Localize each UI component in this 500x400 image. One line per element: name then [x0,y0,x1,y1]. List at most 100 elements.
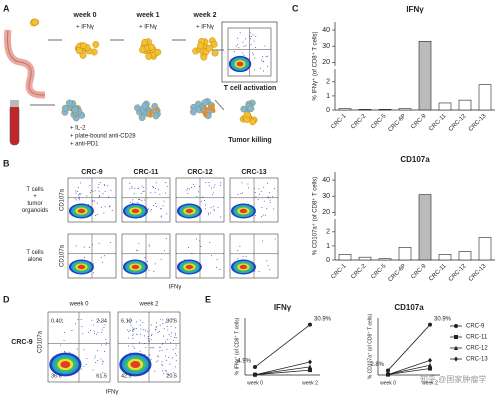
density [239,208,248,214]
legend-label: CRC-9 [466,324,485,330]
event [198,185,200,187]
event [241,182,243,184]
event [153,270,155,272]
value-label: 4.9% [237,359,251,365]
bar [438,254,452,261]
event [132,327,134,329]
event [238,47,240,49]
event [159,208,161,210]
event [264,214,266,216]
y-tick-label: 30 [322,43,330,50]
x-tick-label: CRC-12 [448,113,468,133]
event [249,32,251,34]
event [173,318,175,320]
event [132,333,134,335]
organoid-fragment [207,106,212,111]
event [155,182,157,184]
density [130,361,141,368]
event [263,61,265,63]
event [147,337,149,339]
event [156,355,158,357]
legend-label: CRC-13 [466,357,488,363]
event [170,335,172,337]
event [175,344,177,346]
event [74,323,76,325]
event [212,194,214,196]
event [93,200,95,202]
event [163,200,165,202]
event [250,44,252,46]
event [88,246,90,248]
event [156,361,158,363]
event [142,321,144,323]
event [103,361,105,363]
event [157,356,159,358]
event [151,333,153,335]
event [138,243,140,245]
event [155,326,157,328]
event [266,207,268,209]
marker [253,372,257,378]
event [90,189,92,191]
event [91,319,93,321]
event [139,341,141,343]
x-tick-label: CRC-9 [410,113,428,131]
event [261,206,263,208]
row-label: alone [28,257,43,263]
marker [428,366,432,371]
x-tick-label: week 2 [422,380,438,386]
cell [71,106,79,114]
cell [139,46,146,54]
decor [29,18,279,383]
event [106,185,108,187]
line [387,364,431,375]
event [153,204,155,206]
event [154,263,156,265]
x-tick-label: CRC-9 [410,263,428,281]
x-tick-label: CRC-5 [370,113,388,131]
event [262,60,264,62]
event [93,272,95,274]
event [78,199,80,201]
event [212,191,214,193]
event [155,328,157,330]
event [60,344,62,346]
event [264,45,266,47]
event [237,194,239,196]
event [162,319,164,321]
event [129,329,131,331]
event [235,45,237,47]
event [254,47,256,49]
event [240,193,242,195]
cell [134,104,141,112]
event [100,206,102,208]
event [263,186,265,188]
event [254,57,256,59]
event [81,325,83,327]
marker [428,357,432,363]
event [159,346,161,348]
density [131,208,140,214]
event [98,242,100,244]
event [213,206,215,208]
event [133,347,135,349]
event [219,268,221,270]
event [108,205,110,207]
cell [200,53,208,61]
event [93,333,95,335]
marker [428,362,432,368]
quadrant-value: 36.6 [51,373,62,379]
event [98,184,100,186]
event [150,347,152,349]
event [139,319,141,321]
value-label: 2.8% [370,362,384,368]
event [101,331,103,333]
event [152,347,154,349]
event [129,182,131,184]
event [243,54,245,56]
event [156,326,158,328]
event [100,358,102,360]
y-axis-label: % IFNγ⁺ (of CD8⁺ T cells) [234,317,240,375]
event [193,186,195,188]
event [202,196,204,198]
